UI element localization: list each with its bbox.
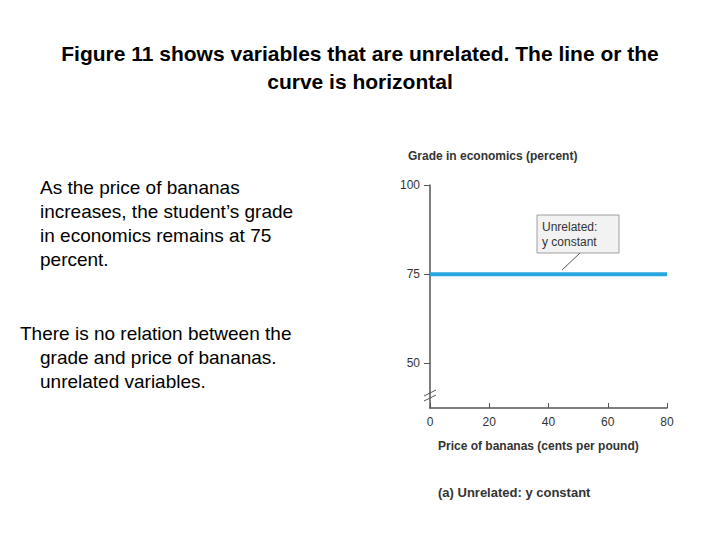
svg-text:100: 100 [400, 178, 420, 192]
svg-text:40: 40 [542, 415, 556, 429]
svg-text:20: 20 [483, 415, 497, 429]
svg-text:(a) Unrelated: y constant: (a) Unrelated: y constant [438, 485, 591, 500]
html-text:Figure 11 shows variables that: Figure 11 shows variables that are unrel… [61, 42, 659, 93]
html-text:There is no relation between t: There is no relation between the grade a… [20, 323, 292, 392]
svg-text:50: 50 [407, 356, 421, 370]
svg-text:y constant: y constant [542, 235, 597, 249]
svg-text:60: 60 [601, 415, 615, 429]
svg-text:0: 0 [427, 415, 434, 429]
svg-text:Unrelated:: Unrelated: [542, 220, 597, 234]
html-text:As the price of bananas increa: As the price of bananas increases, the s… [40, 177, 294, 270]
svg-text:Grade in economics (percent): Grade in economics (percent) [408, 149, 577, 163]
svg-text:80: 80 [660, 415, 674, 429]
svg-text:75: 75 [407, 267, 421, 281]
svg-text:Price of bananas (cents per po: Price of bananas (cents per pound) [438, 439, 639, 453]
